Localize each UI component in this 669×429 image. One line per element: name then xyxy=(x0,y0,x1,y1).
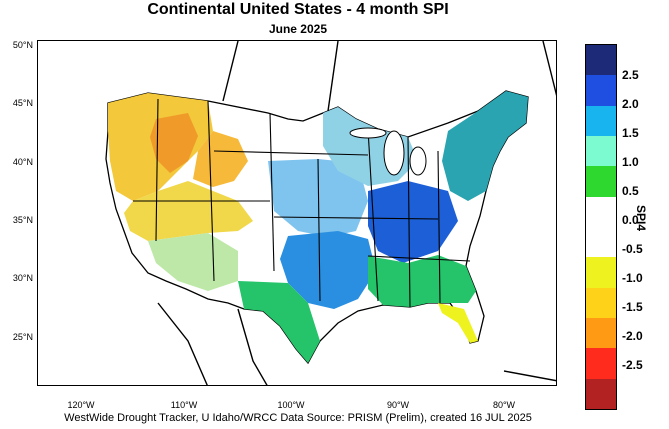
state-boundaries xyxy=(133,98,471,308)
lon-label-80: 80°W xyxy=(492,400,516,410)
legend-label: 1.5 xyxy=(622,126,639,140)
region-ohio-valley xyxy=(368,181,458,263)
legend-swatch xyxy=(586,257,616,289)
legend-swatch xyxy=(586,45,616,76)
legend-label: -0.5 xyxy=(622,242,643,256)
legend-label: -2.5 xyxy=(622,358,643,372)
footer-credit: WestWide Drought Tracker, U Idaho/WRCC D… xyxy=(64,412,532,424)
legend-swatch xyxy=(586,227,616,258)
lon-label-120: 120°W xyxy=(67,400,95,410)
lat-label-40: 40°N xyxy=(12,157,33,167)
region-southwest-green xyxy=(148,233,238,291)
legend-swatch xyxy=(586,105,616,137)
spi-map-svg xyxy=(105,41,556,385)
great-lakes xyxy=(349,127,427,176)
legend-label: 2.0 xyxy=(622,97,639,111)
lat-label-30: 30°N xyxy=(12,273,33,283)
lat-label-35: 35°N xyxy=(12,215,33,225)
legend-swatch xyxy=(586,318,616,349)
region-northeast xyxy=(442,91,528,201)
legend-title: SPI4 xyxy=(634,205,648,232)
legend-swatch xyxy=(586,348,616,380)
map-title: Continental United States - 4 month SPI xyxy=(147,1,449,18)
map-subtitle: June 2025 xyxy=(268,22,328,36)
lon-label-110: 110°W xyxy=(170,400,198,410)
legend-label: 1.0 xyxy=(622,155,639,169)
legend-swatch xyxy=(586,196,616,228)
region-texas-south xyxy=(238,281,320,363)
region-wyoming-dry xyxy=(193,131,248,187)
legend-label: -1.0 xyxy=(622,271,643,285)
legend-swatch xyxy=(586,287,616,319)
region-florida xyxy=(438,303,478,343)
legend-swatch xyxy=(586,166,616,198)
legend-label: -1.5 xyxy=(622,300,643,314)
lat-label-50: 50°N xyxy=(12,40,33,50)
lon-label-90: 90°W xyxy=(386,400,410,410)
legend-label: 0.5 xyxy=(622,184,639,198)
legend-swatch xyxy=(586,75,616,107)
legend-swatch xyxy=(586,136,616,167)
region-southern-plains xyxy=(280,231,376,309)
legend-label: 2.5 xyxy=(622,68,639,82)
boundary-lines xyxy=(157,41,556,385)
lat-label-25: 25°N xyxy=(12,332,33,342)
spi-map xyxy=(37,40,557,386)
legend-label: 0.0 xyxy=(622,213,639,227)
region-southeast xyxy=(368,255,476,307)
lon-label-100: 100°W xyxy=(277,400,305,410)
legend-label: -2.0 xyxy=(622,329,643,343)
region-northern-rockies xyxy=(150,113,198,173)
legend-swatch xyxy=(586,378,616,410)
lat-label-45: 45°N xyxy=(12,98,33,108)
legend-colorbar xyxy=(585,44,617,410)
